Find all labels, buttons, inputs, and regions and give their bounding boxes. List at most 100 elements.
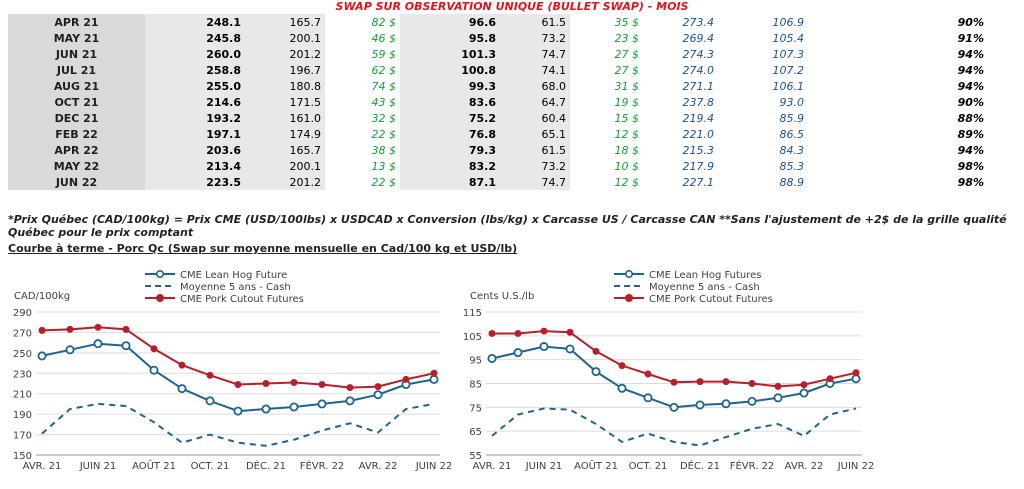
x-tick-label: JUIN 21 [79, 461, 117, 472]
value-cell: 165.7 [245, 142, 325, 158]
value-cell: 27 $ [614, 47, 640, 61]
value-cell: 83.2 [400, 158, 500, 174]
y-tick-label: 250 [13, 349, 32, 360]
legend-marker [156, 293, 165, 302]
x-tick-label: AVR. 21 [473, 461, 512, 472]
value-cell: 219.4 [682, 111, 715, 125]
value-cell: 19 $ [614, 95, 640, 109]
value-cell: 174.9 [245, 126, 325, 142]
value-cell: 200.1 [245, 158, 325, 174]
data-point [318, 381, 326, 389]
value-cell: 94% [957, 143, 984, 157]
data-point [695, 400, 705, 410]
value-cell: 23 $ [614, 31, 640, 45]
data-point [721, 399, 731, 409]
value-cell: 74.7 [500, 174, 570, 190]
data-point [644, 370, 652, 378]
value-cell: 86.5 [779, 127, 805, 141]
value-cell: 68.0 [500, 78, 570, 94]
month-cell: OCT 21 [8, 94, 145, 110]
data-point [37, 351, 47, 361]
y-tick-label: 230 [13, 369, 32, 380]
footnote: *Prix Québec (CAD/100kg) = Prix CME (USD… [8, 213, 1007, 239]
data-point [38, 326, 46, 334]
value-cell: 180.8 [245, 78, 325, 94]
series-line [41, 342, 435, 413]
value-cell: 260.0 [145, 46, 245, 62]
swap-table: APR 21 248.1 165.7 82 $96.6 61.5 35 $273.4 106… [8, 14, 988, 190]
value-cell: 94% [957, 79, 984, 93]
data-point [826, 375, 834, 383]
value-cell: 213.4 [145, 158, 245, 174]
value-cell: 161.0 [245, 110, 325, 126]
value-cell: 76.8 [400, 126, 500, 142]
value-cell: 196.7 [245, 62, 325, 78]
y-tick-label: 55 [469, 451, 482, 462]
data-point [592, 347, 600, 355]
value-cell: 61.5 [500, 14, 570, 30]
data-point [262, 380, 270, 388]
value-cell: 95.8 [400, 30, 500, 46]
value-cell: 96.6 [400, 14, 500, 30]
value-cell: 12 $ [614, 175, 640, 189]
value-cell: 100.8 [400, 62, 500, 78]
x-tick-label: DÉC. 21 [680, 459, 720, 472]
value-cell: 165.7 [245, 14, 325, 30]
value-cell: 46 $ [371, 31, 397, 45]
month-cell: APR 21 [8, 14, 145, 30]
value-cell: 73.2 [500, 158, 570, 174]
month-cell: MAY 22 [8, 158, 145, 174]
x-tick-label: AVR. 22 [359, 461, 398, 472]
y-tick-label: 170 [13, 431, 32, 442]
value-cell: 61.5 [500, 142, 570, 158]
value-cell: 269.4 [682, 31, 715, 45]
data-point [233, 406, 243, 416]
value-cell: 65.1 [500, 126, 570, 142]
value-cell: 237.8 [682, 95, 715, 109]
data-point [94, 323, 102, 331]
value-cell: 221.0 [682, 127, 715, 141]
x-tick-label: JUIN 21 [525, 461, 563, 472]
data-point [643, 393, 653, 403]
data-point [317, 399, 327, 409]
data-point [346, 384, 354, 392]
data-point [696, 378, 704, 386]
value-cell: 35 $ [614, 15, 640, 29]
value-cell: 90% [957, 15, 984, 29]
data-point [206, 371, 214, 379]
table-title: SWAP SUR OBSERVATION UNIQUE (BULLET SWAP… [335, 0, 689, 13]
data-point [670, 378, 678, 386]
value-cell: 32 $ [371, 111, 397, 125]
data-point [539, 342, 549, 352]
y-tick-label: 115 [463, 308, 482, 319]
value-cell: 43 $ [371, 95, 397, 109]
value-cell: 74.7 [500, 46, 570, 62]
x-tick-label: DÉC. 21 [246, 459, 286, 472]
data-point [374, 383, 382, 391]
section-title: Courbe à terme - Porc Qc (Swap sur moyen… [8, 242, 518, 255]
x-tick-label: JUIN 22 [415, 461, 453, 472]
x-tick-label: AOÛT 21 [132, 459, 176, 472]
data-point [149, 365, 159, 375]
value-cell: 106.1 [772, 79, 805, 93]
value-cell: 106.9 [772, 15, 805, 29]
value-cell: 271.1 [682, 79, 715, 93]
data-point [178, 361, 186, 369]
data-point [722, 378, 730, 386]
legend-label: CME Lean Hog Futures [649, 270, 762, 281]
data-point [121, 341, 131, 351]
x-tick-label: FÉVR. 22 [300, 459, 345, 472]
table-row: APR 21 248.1 165.7 82 $96.6 61.5 35 $ 273.4 106… [8, 14, 988, 30]
value-cell: 85.3 [779, 159, 805, 173]
value-cell: 82 $ [371, 15, 397, 29]
table-row: MAY 22 213.4 200.1 13 $83.2 73.2 10 $ 217.9 85.… [8, 158, 988, 174]
y-tick-label: 190 [13, 410, 32, 421]
table-row: JUN 22 223.5 201.2 22 $87.1 74.7 12 $ 227.1 88.… [8, 174, 988, 190]
legend-marker [625, 293, 634, 302]
value-cell: 85.9 [779, 111, 805, 125]
table-row: AUG 21 255.0 180.8 74 $99.3 68.0 31 $ 271.1 106… [8, 78, 988, 94]
value-cell: 27 $ [614, 63, 640, 77]
data-point [514, 329, 522, 337]
value-cell: 88% [957, 111, 984, 125]
y-tick-label: 85 [469, 380, 482, 391]
